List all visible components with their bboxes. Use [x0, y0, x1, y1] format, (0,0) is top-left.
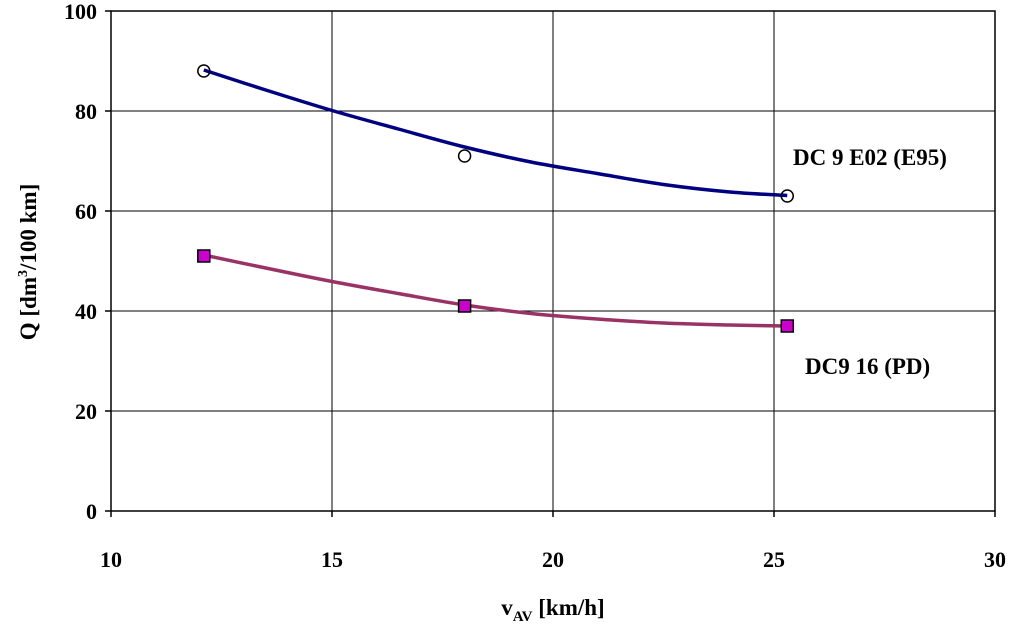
x-tick-labels: 10 15 20 25 30: [100, 547, 1006, 572]
data-point: [457, 149, 472, 163]
y-axis-label-sup: 3: [16, 270, 31, 277]
x-tick-label: 25: [763, 547, 785, 572]
y-axis-label-pre: Q [dm: [16, 277, 41, 340]
series-line: [203, 68, 788, 198]
data-point: [197, 249, 211, 263]
data-point: [197, 64, 211, 78]
y-tick-label: 60: [75, 199, 97, 224]
plot-frame: [110, 10, 996, 512]
series-line: [203, 253, 788, 328]
series-label-pd: DC9 16 (PD): [805, 354, 930, 379]
x-tick-label: 10: [100, 547, 122, 572]
series-e95: [197, 64, 795, 203]
x-axis-label: vAV [km/h]: [501, 595, 604, 625]
data-point: [457, 299, 472, 313]
x-axis-label-main: v: [501, 595, 513, 620]
x-tick-label: 20: [542, 547, 564, 572]
series-pd: [197, 249, 795, 333]
y-tick-label: 0: [86, 499, 97, 524]
y-axis-label-post: /100 km]: [16, 184, 41, 271]
x-axis-label-rest: [km/h]: [533, 595, 605, 620]
data-point: [780, 189, 795, 203]
series-label-e95: DC 9 E02 (E95): [793, 145, 947, 170]
y-tick-label: 100: [64, 0, 97, 24]
x-axis-label-sub: AV: [513, 609, 533, 625]
x-tick-label: 15: [321, 547, 343, 572]
y-tick-labels: 0 20 40 60 80 100: [64, 0, 97, 524]
y-tick-label: 40: [75, 299, 97, 324]
y-tick-label: 80: [75, 99, 97, 124]
y-axis-label: Q [dm3/100 km]: [16, 184, 41, 341]
series-layer: [197, 64, 795, 333]
data-point: [780, 319, 795, 333]
x-tick-label: 30: [984, 547, 1006, 572]
y-tick-label: 20: [75, 399, 97, 424]
